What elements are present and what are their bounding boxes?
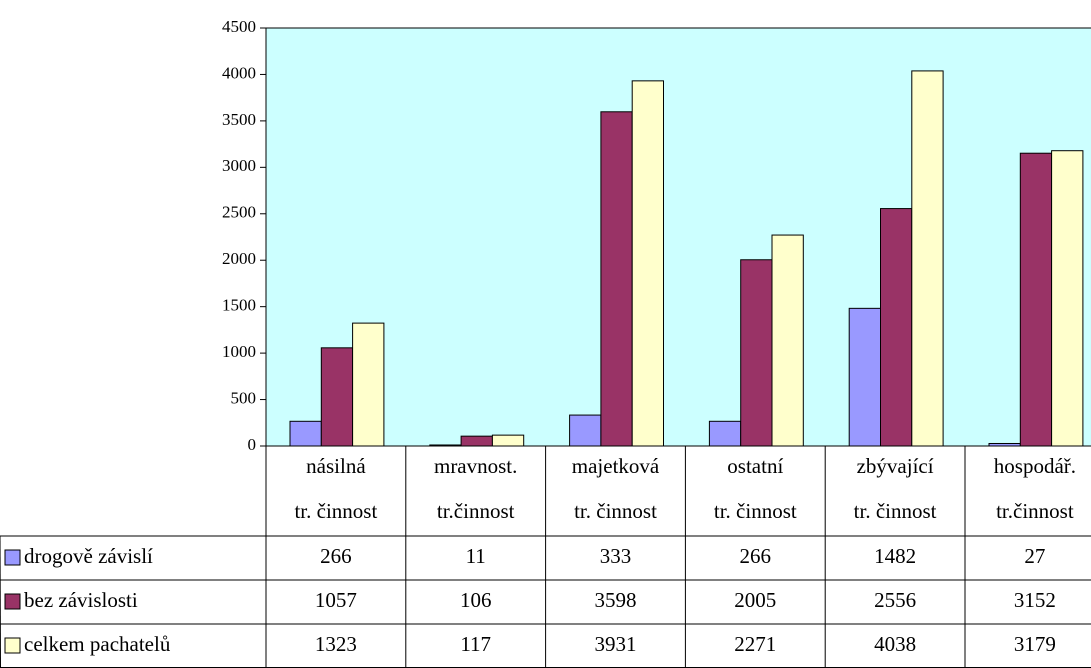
y-tick-label: 0 xyxy=(248,435,257,454)
bar xyxy=(988,442,1021,447)
bar xyxy=(771,234,804,447)
bar xyxy=(352,322,385,447)
table-value: 3152 xyxy=(1014,588,1056,612)
table-value: 2005 xyxy=(734,588,776,612)
bar xyxy=(320,347,354,447)
x-tick-label: tr. činnost xyxy=(294,499,377,523)
legend-swatch xyxy=(4,549,21,566)
y-tick-label: 3000 xyxy=(222,156,256,175)
x-tick-label: tr.činnost xyxy=(996,499,1074,523)
table-value: 266 xyxy=(740,544,772,568)
bar xyxy=(631,80,665,447)
legend-swatch xyxy=(4,593,21,610)
legend-label: bez závislosti xyxy=(24,588,138,612)
table-value: 3179 xyxy=(1014,632,1056,656)
table-value: 2271 xyxy=(734,632,776,656)
x-tick-label: majetková xyxy=(572,454,660,478)
table-value: 117 xyxy=(460,632,491,656)
table-value: 3598 xyxy=(595,588,637,612)
plot-area xyxy=(265,27,1091,447)
table-value: 333 xyxy=(600,544,632,568)
bar xyxy=(1019,152,1053,447)
table-value: 11 xyxy=(466,544,486,568)
x-tick-label: hospodář. xyxy=(994,454,1076,478)
y-tick-label: 2000 xyxy=(222,249,256,268)
x-tick-label: ostatní xyxy=(727,454,783,478)
bar xyxy=(569,414,602,447)
y-tick-label: 4000 xyxy=(222,63,256,82)
x-tick-label: tr.činnost xyxy=(437,499,515,523)
x-tick-label: násilná xyxy=(306,454,366,478)
bar xyxy=(460,435,493,447)
y-tick-label: 2500 xyxy=(222,203,256,222)
table-value: 1323 xyxy=(315,632,357,656)
bar xyxy=(491,434,525,447)
table-value: 3931 xyxy=(595,632,637,656)
table-line xyxy=(0,535,1,668)
legend-swatch xyxy=(4,637,21,654)
bar xyxy=(600,111,633,447)
table-value: 1482 xyxy=(874,544,916,568)
y-tick-label: 500 xyxy=(231,388,257,407)
bar xyxy=(848,307,882,447)
x-tick-label: tr. činnost xyxy=(574,499,657,523)
x-tick-label: tr. činnost xyxy=(854,499,937,523)
bar xyxy=(740,259,773,447)
bar xyxy=(911,70,944,447)
table-value: 106 xyxy=(460,588,492,612)
y-tick-label: 1500 xyxy=(222,296,256,315)
table-value: 266 xyxy=(320,544,352,568)
bar xyxy=(708,420,742,447)
y-tick-label: 3500 xyxy=(222,110,256,129)
x-tick-label: tr. činnost xyxy=(714,499,797,523)
table-value: 27 xyxy=(1024,544,1045,568)
table-value: 2556 xyxy=(874,588,916,612)
y-tick-label: 1000 xyxy=(222,342,256,361)
bar xyxy=(289,420,322,447)
x-tick-label: mravnost. xyxy=(434,454,517,478)
bar xyxy=(880,208,913,447)
legend-label: celkem pachatelů xyxy=(24,632,171,656)
table-value: 4038 xyxy=(874,632,916,656)
legend-label: drogově závislí xyxy=(24,544,153,568)
x-tick-label: zbývající xyxy=(857,454,934,478)
y-tick-label: 4500 xyxy=(222,17,256,36)
table-value: 1057 xyxy=(315,588,357,612)
bar xyxy=(1051,150,1084,447)
bar xyxy=(429,444,462,447)
